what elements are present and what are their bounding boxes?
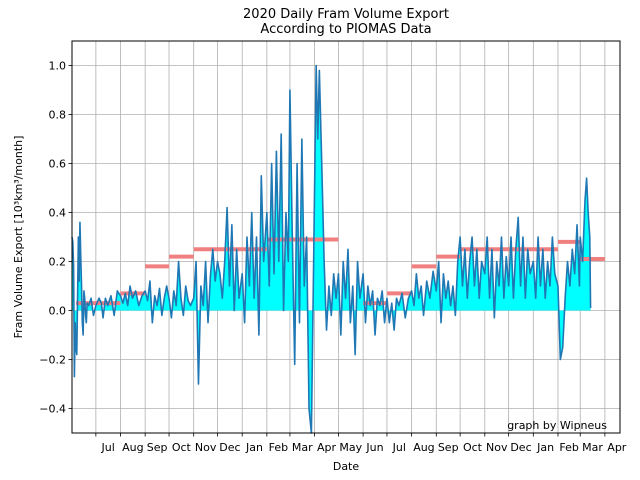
y-tick-label: 0.8: [49, 109, 67, 122]
x-tick-label: Mar: [582, 441, 603, 454]
y-tick-label: −0.4: [39, 403, 66, 416]
x-tick-label: Aug: [122, 441, 143, 454]
x-tick-label: Aug: [413, 441, 434, 454]
x-tick-label: Feb: [559, 441, 578, 454]
y-tick-label: 0.4: [49, 207, 67, 220]
x-tick-label: Jun: [365, 441, 383, 454]
chart-title-line-1: 2020 Daily Fram Volume Export: [243, 7, 449, 22]
daily-series-line: [71, 64, 592, 434]
x-tick-label: Nov: [195, 441, 217, 454]
x-tick-label: Apr: [607, 441, 627, 454]
credit-label: graph by Wipneus: [507, 419, 607, 432]
y-tick-label: 1.0: [49, 60, 67, 73]
x-tick-label: Apr: [317, 441, 337, 454]
x-tick-label: May: [339, 441, 362, 454]
x-tick-label: Feb: [269, 441, 288, 454]
x-tick-label: Dec: [510, 441, 531, 454]
chart-title-line-2: According to PIOMAS Data: [260, 22, 431, 37]
x-axis-label: Date: [333, 460, 360, 473]
y-tick-label: 0.2: [49, 256, 67, 269]
x-tick-label: Jul: [392, 441, 406, 454]
x-tick-label: Oct: [463, 441, 483, 454]
x-tick-label: Jan: [245, 441, 263, 454]
x-tick-layer: Jul Aug Sep Oct Nov Dec Jan Feb Mar Apr May Jun Jul A…: [95, 433, 627, 454]
y-tick-label: −0.2: [39, 354, 66, 367]
x-tick-label: Jul: [101, 441, 115, 454]
y-tick-label: 0.6: [49, 158, 67, 171]
x-tick-label: Dec: [219, 441, 240, 454]
daily-layer: [71, 64, 592, 434]
x-tick-label: Sep: [438, 441, 459, 454]
x-tick-label: Nov: [486, 441, 508, 454]
plot-frame: [71, 40, 621, 434]
x-tick-label: Mar: [292, 441, 313, 454]
x-tick-label: Jan: [536, 441, 554, 454]
y-tick-layer: −0.4 −0.2 0.0 0.2 0.4 0.6 0.8 1.0: [39, 60, 72, 416]
y-axis-label: Fram Volume Export [10³km³/month]: [12, 136, 25, 339]
x-tick-label: Sep: [147, 441, 168, 454]
x-tick-label: Oct: [172, 441, 192, 454]
y-tick-label: 0.0: [49, 305, 67, 318]
